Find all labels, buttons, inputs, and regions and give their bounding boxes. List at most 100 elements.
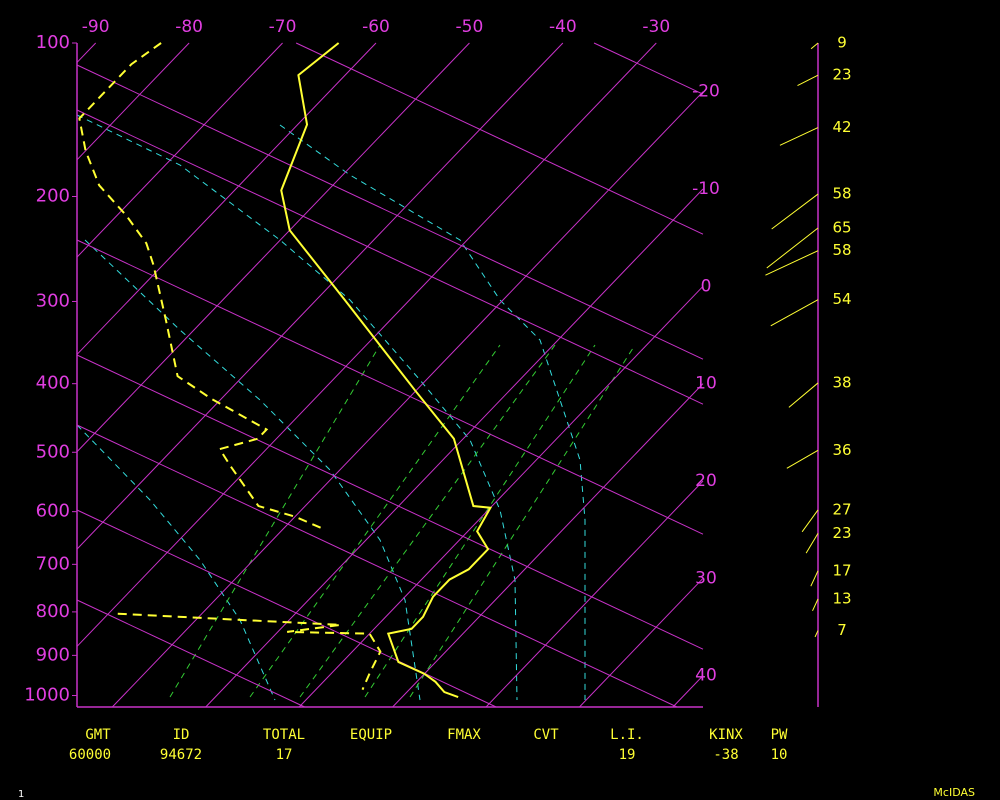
wind-barb bbox=[765, 250, 819, 276]
isotherm bbox=[298, 285, 704, 708]
footer-header: L.I. bbox=[610, 727, 644, 743]
y-tick-label: 600 bbox=[36, 501, 70, 522]
y-tick-label: 100 bbox=[36, 32, 70, 53]
isotherm bbox=[76, 42, 564, 550]
wind-speed-label: 36 bbox=[832, 441, 851, 459]
wind-speed-label: 42 bbox=[832, 118, 851, 136]
isotherm bbox=[485, 480, 704, 708]
x-tick-label: -40 bbox=[549, 17, 577, 37]
moist-adiabats bbox=[76, 114, 586, 701]
page-number: 1 bbox=[18, 789, 24, 800]
mixing-ratio-line bbox=[364, 344, 596, 698]
footer-header: TOTAL bbox=[263, 727, 305, 743]
right-tick-label: 40 bbox=[695, 666, 717, 686]
sounding-line bbox=[78, 42, 322, 529]
wind-barb bbox=[771, 193, 819, 230]
wind-barb bbox=[770, 299, 819, 327]
y-tick-label: 900 bbox=[36, 644, 70, 665]
dry-adiabat bbox=[76, 109, 704, 405]
dry-adiabat bbox=[295, 42, 704, 235]
moist-adiabat bbox=[76, 424, 276, 701]
isotherm bbox=[672, 675, 704, 708]
wind-barb bbox=[812, 598, 819, 612]
moist-adiabat bbox=[84, 239, 421, 701]
y-tick-label: 400 bbox=[36, 373, 70, 394]
wind-speed-label: 23 bbox=[832, 66, 851, 84]
isotherm bbox=[111, 91, 704, 708]
dry-adiabats bbox=[76, 42, 704, 708]
y-tick-label: 500 bbox=[36, 441, 70, 462]
mixing-ratio-line bbox=[249, 344, 501, 698]
isotherm bbox=[76, 42, 190, 161]
mixing-ratio-line bbox=[409, 344, 636, 698]
footer-value: 94672 bbox=[160, 747, 202, 763]
footer-value: 19 bbox=[619, 747, 636, 763]
x-tick-label: -50 bbox=[456, 17, 484, 37]
right-tick-label: 0 bbox=[701, 276, 712, 296]
right-tick-label: -10 bbox=[692, 179, 720, 199]
wind-speed-label: 7 bbox=[837, 621, 847, 639]
wind-barb bbox=[810, 570, 819, 587]
y-tick-label: 1000 bbox=[24, 685, 70, 706]
y-tick-label: 800 bbox=[36, 601, 70, 622]
footer-value: 60000 bbox=[69, 747, 111, 763]
x-tick-label: -80 bbox=[175, 17, 203, 37]
isotherm bbox=[76, 42, 657, 647]
right-tick-label: 20 bbox=[695, 471, 717, 491]
wind-speed-label: 65 bbox=[832, 218, 851, 236]
wind-barb bbox=[805, 533, 819, 554]
moist-adiabat bbox=[76, 114, 518, 701]
footer-value: 17 bbox=[276, 747, 293, 763]
footer-header: FMAX bbox=[447, 727, 481, 743]
sounding-line bbox=[280, 42, 493, 699]
wind-barb bbox=[766, 227, 819, 269]
isotherm bbox=[579, 577, 704, 708]
dry-adiabat bbox=[76, 64, 704, 360]
background-lines bbox=[76, 114, 636, 701]
x-tick-label: -70 bbox=[269, 17, 297, 37]
dry-adiabat bbox=[593, 42, 704, 95]
x-tick-label: -30 bbox=[642, 17, 670, 37]
moist-adiabat bbox=[279, 124, 586, 700]
wind-speed-label: 17 bbox=[832, 561, 851, 579]
wind-speed-label: 38 bbox=[832, 373, 851, 391]
x-tick-label: -90 bbox=[82, 17, 110, 37]
footer-header: CVT bbox=[533, 727, 559, 743]
footer-header: KINX bbox=[709, 727, 743, 743]
brand: McIDAS bbox=[933, 786, 975, 799]
isotherm bbox=[392, 383, 704, 708]
footer-value: 10 bbox=[771, 747, 788, 763]
footer-header: EQUIP bbox=[350, 727, 392, 743]
wind-barb bbox=[797, 74, 819, 87]
footer-header: ID bbox=[173, 727, 190, 743]
wind-speed-label: 54 bbox=[832, 290, 851, 308]
footer-header: PW bbox=[771, 727, 788, 743]
wind-barb bbox=[801, 509, 819, 533]
wind-speed-label: 27 bbox=[832, 500, 851, 518]
y-tick-label: 700 bbox=[36, 553, 70, 574]
wind-barb bbox=[814, 630, 819, 638]
right-tick-label: 10 bbox=[695, 374, 717, 394]
wind-speed-label: 13 bbox=[832, 590, 851, 608]
dry-adiabat bbox=[76, 599, 305, 708]
right-tick-label: -20 bbox=[692, 82, 720, 102]
y-tick-label: 300 bbox=[36, 290, 70, 311]
right-tick-label: 30 bbox=[695, 568, 717, 588]
wind-speed-label: 23 bbox=[832, 524, 851, 542]
mixing-ratio-line bbox=[169, 344, 381, 698]
isotherm bbox=[76, 42, 97, 63]
wind-speed-label: 58 bbox=[832, 241, 851, 259]
footer-value: -38 bbox=[713, 747, 738, 763]
dry-adiabat bbox=[76, 424, 678, 708]
x-tick-label: -60 bbox=[362, 17, 390, 37]
dry-adiabat bbox=[76, 239, 704, 535]
sounding-line bbox=[117, 612, 382, 691]
wind-barb bbox=[786, 449, 819, 469]
wind-barb bbox=[779, 127, 819, 146]
isotherm bbox=[76, 42, 377, 355]
isotherm bbox=[76, 42, 283, 258]
wind-speed-label: 9 bbox=[837, 34, 847, 52]
dry-adiabat bbox=[76, 354, 704, 650]
isotherm bbox=[76, 42, 470, 453]
